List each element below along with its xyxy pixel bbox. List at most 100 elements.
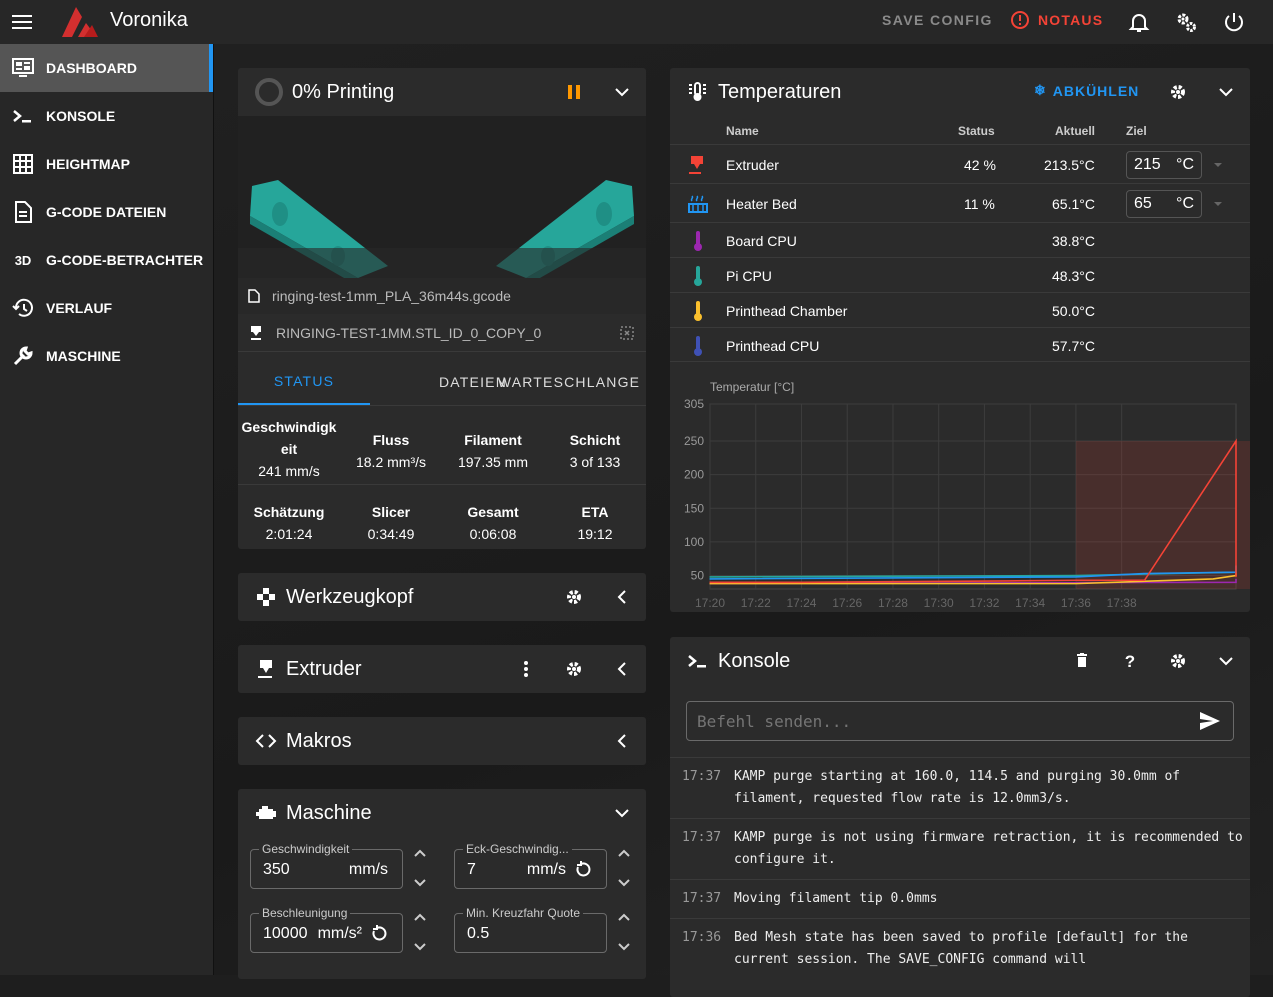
sidebar-item-label: MASCHINE: [46, 348, 121, 364]
progress-circle-icon: [255, 78, 283, 106]
chevron-left-icon[interactable]: [610, 585, 634, 609]
dropdown-icon[interactable]: [1212, 161, 1224, 169]
field-label: Eck-Geschwindig...: [463, 842, 572, 856]
col-name: Name: [726, 124, 759, 138]
print-filename: ringing-test-1mm_PLA_36m44s.gcode: [272, 288, 511, 304]
console-entry: 17:36 Bed Mesh state has been saved to p…: [670, 918, 1250, 997]
chart-ytick: 250: [684, 434, 704, 448]
speed-stepper-icon[interactable]: [412, 847, 428, 891]
tab-files[interactable]: DATEIEN: [438, 373, 508, 390]
reset-icon[interactable]: [370, 924, 388, 942]
stat-label: Schätzung: [253, 504, 325, 520]
acceleration-field[interactable]: Beschleunigung 10000 mm/s²: [250, 906, 403, 953]
cruise-stepper-icon[interactable]: [616, 911, 632, 955]
command-input[interactable]: [687, 702, 1187, 740]
chart-target-region: [1075, 441, 1250, 589]
stat-value: 0:06:08: [469, 526, 517, 542]
help-icon[interactable]: ?: [1118, 649, 1142, 673]
macros-card: Makros: [238, 717, 646, 765]
field-unit: mm/s: [348, 861, 388, 878]
stat-label: ETA: [581, 504, 609, 520]
toolhead-card: Werkzeugkopf: [238, 573, 646, 621]
temp-name: Board CPU: [726, 233, 797, 249]
extruder-target-input[interactable]: 215 °C: [1126, 151, 1202, 179]
filename-row: ringing-test-1mm_PLA_36m44s.gcode: [238, 278, 646, 314]
sidebar-item-dashboard[interactable]: DASHBOARD: [0, 44, 213, 92]
extruder-card-header[interactable]: Extruder: [238, 645, 646, 693]
power-icon[interactable]: [1222, 10, 1246, 34]
chevron-down-icon[interactable]: [610, 80, 634, 104]
cogs-icon[interactable]: [1174, 10, 1198, 34]
temperature-card: Temperaturen ❄ ABKÜHLEN Name Status Aktu…: [670, 68, 1250, 612]
chevron-down-icon[interactable]: [1214, 649, 1238, 673]
field-value: 10000: [263, 925, 308, 942]
tab-status[interactable]: STATUS: [238, 358, 370, 405]
more-vertical-icon[interactable]: [514, 657, 538, 681]
console-icon: [688, 655, 706, 668]
temp-name: Pi CPU: [726, 268, 772, 284]
entry-time: 17:37: [682, 891, 722, 906]
field-label: Geschwindigkeit: [259, 842, 353, 856]
stat-filament: Filament 197.35 mm: [442, 432, 544, 470]
bell-icon[interactable]: [1127, 10, 1151, 34]
logo-icon: [62, 7, 98, 37]
machine-card-header[interactable]: Maschine: [238, 789, 646, 837]
print-thumbnail: [238, 116, 646, 286]
save-config-button[interactable]: SAVE CONFIG: [882, 12, 993, 28]
accel-stepper-icon[interactable]: [412, 911, 428, 955]
console-entry: 17:37 KAMP purge is not using firmware r…: [670, 818, 1250, 879]
square-corner-velocity-field[interactable]: Eck-Geschwindig... 7 mm/s: [454, 842, 607, 889]
bed-target-input[interactable]: 65 °C: [1126, 190, 1202, 218]
scv-stepper-icon[interactable]: [616, 847, 632, 891]
entry-text: KAMP purge is not using firmware retract…: [734, 830, 1243, 867]
gear-icon[interactable]: [562, 657, 586, 681]
stats-divider: [238, 484, 646, 485]
toolhead-card-header[interactable]: Werkzeugkopf: [238, 573, 646, 621]
sidebar-item-history[interactable]: VERLAUF: [0, 284, 213, 332]
macros-card-header[interactable]: Makros: [238, 717, 646, 765]
send-icon[interactable]: [1199, 711, 1221, 731]
exclude-object-icon[interactable]: [620, 325, 634, 340]
chart-ylabel: Temperatur [°C]: [710, 380, 794, 394]
dropdown-icon[interactable]: [1212, 200, 1224, 208]
toolhead-title: Werkzeugkopf: [286, 585, 414, 608]
gear-icon[interactable]: [1166, 649, 1190, 673]
sidebar-item-label: KONSOLE: [46, 108, 116, 124]
engine-icon: [256, 806, 276, 819]
temp-current: 38.8°C: [1052, 233, 1095, 249]
chevron-left-icon[interactable]: [610, 729, 634, 753]
gear-icon[interactable]: [562, 585, 586, 609]
sidebar-item-gcode-files[interactable]: G-CODE DATEIEN: [0, 188, 213, 236]
chevron-left-icon[interactable]: [610, 657, 634, 681]
sidebar-item-konsole[interactable]: KONSOLE: [0, 92, 213, 140]
cooldown-button[interactable]: ❄ ABKÜHLEN: [1034, 82, 1139, 99]
field-value: 0.5: [467, 925, 490, 942]
reset-icon[interactable]: [574, 860, 592, 878]
pause-icon[interactable]: [562, 80, 586, 104]
console-entry: 17:37 KAMP purge starting at 160.0, 114.…: [670, 757, 1250, 818]
chart-xtick: 17:26: [832, 596, 862, 610]
app-bar: Voronika SAVE CONFIG NOTAUS: [0, 0, 1273, 44]
temp-row-printhead-cpu: Printhead CPU 57.7°C: [670, 327, 1250, 362]
sidebar-item-label: G-CODE DATEIEN: [46, 204, 167, 220]
sidebar-item-heightmap[interactable]: HEIGHTMAP: [0, 140, 213, 188]
emergency-stop-button[interactable]: NOTAUS: [1010, 10, 1103, 30]
field-value: 350: [263, 861, 290, 878]
chevron-down-icon[interactable]: [1214, 80, 1238, 104]
chevron-down-icon[interactable]: [610, 801, 634, 825]
sidebar-item-gcode-viewer[interactable]: 3D G-CODE-BETRACHTER: [0, 236, 213, 284]
trash-icon[interactable]: [1070, 649, 1094, 673]
chart-xtick: 17:22: [741, 596, 771, 610]
extruder-title: Extruder: [286, 657, 362, 680]
menu-icon[interactable]: [12, 12, 34, 32]
thermometer-icon: [694, 336, 702, 356]
svg-text:?: ?: [1125, 652, 1135, 671]
field-unit: mm/s²: [317, 925, 362, 942]
stat-estimate: Schätzung 2:01:24: [238, 504, 340, 542]
gear-icon[interactable]: [1166, 80, 1190, 104]
min-cruise-ratio-field[interactable]: Min. Kreuzfahr Quote 0.5: [454, 906, 607, 953]
tab-queue[interactable]: WARTESCHLANGE 0: [498, 358, 646, 405]
sidebar-item-machine[interactable]: MASCHINE: [0, 332, 213, 380]
speed-factor-field[interactable]: Geschwindigkeit 350 mm/s: [250, 842, 403, 889]
extruder-card: Extruder: [238, 645, 646, 693]
